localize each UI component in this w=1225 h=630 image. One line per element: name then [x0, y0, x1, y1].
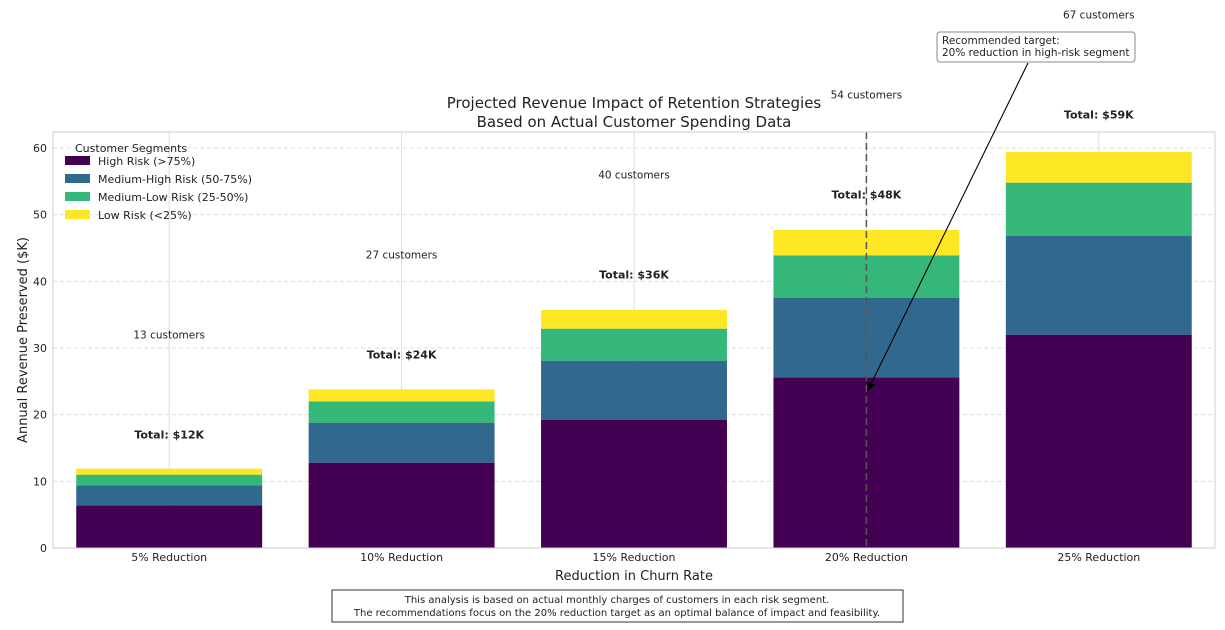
bar-segment	[308, 389, 495, 402]
bar-segment	[308, 462, 495, 548]
footnote-box	[331, 589, 904, 623]
customer-count-label: 54 customers	[831, 90, 903, 102]
y-tick-label: 60	[33, 142, 47, 155]
x-tick-label: 5% Reduction	[131, 551, 207, 564]
bar-segment	[308, 422, 495, 463]
bar-segment	[76, 468, 263, 475]
y-tick-labels: 0 10 20 30 40 50 60	[33, 142, 47, 555]
x-tick-label: 25% Reduction	[1057, 551, 1140, 564]
legend-label: Low Risk (<25%)	[98, 209, 192, 222]
bar-segment	[76, 485, 263, 506]
customer-count-label: 27 customers	[366, 250, 438, 262]
annotation-line-2: 20% reduction in high-risk segment	[942, 47, 1130, 59]
customer-count-label: 13 customers	[133, 330, 205, 342]
total-label: Total: $59K	[1064, 109, 1134, 122]
y-tick-label: 10	[33, 475, 47, 488]
total-label: Total: $48K	[832, 189, 902, 202]
bar-segment	[1005, 182, 1192, 236]
x-tick-label: 15% Reduction	[593, 551, 676, 564]
legend-title: Customer Segments	[75, 142, 187, 155]
footnote-line-1: This analysis is based on actual monthly…	[404, 595, 830, 606]
bar-segment	[1005, 236, 1192, 335]
legend-label: High Risk (>75%)	[98, 155, 195, 168]
plot-frame	[52, 131, 1216, 549]
bar-segment	[76, 505, 263, 548]
footnote: This analysis is based on actual monthly…	[331, 589, 904, 623]
chart-title: Projected Revenue Impact of Retention St…	[447, 94, 822, 112]
legend-swatch	[65, 210, 90, 219]
y-tick-label: 0	[40, 542, 47, 555]
legend-swatch	[65, 174, 90, 183]
total-label: Total: $12K	[134, 429, 204, 442]
annotation-arrow	[866, 62, 1029, 392]
total-label: Total: $36K	[599, 269, 669, 282]
legend-label: Medium-Low Risk (25-50%)	[98, 191, 248, 204]
bar-segment	[541, 310, 727, 329]
legend-swatch	[65, 192, 90, 201]
footnote-line-2: The recommendations focus on the 20% red…	[353, 608, 880, 619]
y-axis-label: Annual Revenue Preserved ($K)	[16, 237, 31, 443]
bar-segment	[1005, 334, 1192, 548]
bars	[76, 132, 1192, 548]
bar-annotations: Total: $12K Total: $24K Total: $36K Total: …	[133, 10, 1134, 442]
bar-segment	[1005, 152, 1192, 183]
y-tick-label: 30	[33, 342, 47, 355]
recommendation-annotation: Recommended target: 20% reduction in hig…	[866, 31, 1136, 392]
x-tick-label: 10% Reduction	[360, 551, 443, 564]
y-tick-label: 20	[33, 409, 47, 422]
x-axis-label: Reduction in Churn Rate	[555, 569, 713, 584]
legend-swatch	[65, 156, 90, 165]
y-tick-label: 40	[33, 275, 47, 288]
x-tick-labels: 5% Reduction 10% Reduction 15% Reduction 20…	[131, 551, 1140, 564]
bar-segment	[541, 328, 727, 361]
annotation-line-1: Recommended target:	[942, 35, 1060, 47]
x-tick-label: 20% Reduction	[825, 551, 908, 564]
annotation-box	[936, 31, 1136, 63]
bar-segment	[541, 360, 727, 420]
legend-label: Medium-High Risk (50-75%)	[98, 173, 252, 186]
bar-segment	[541, 420, 727, 548]
customer-count-label: 40 customers	[598, 170, 670, 182]
legend: Customer Segments High Risk (>75%) Medium…	[65, 142, 252, 222]
total-label: Total: $24K	[367, 349, 437, 362]
bar-segment	[308, 401, 495, 423]
bar-segment	[76, 474, 263, 486]
customer-count-label: 67 customers	[1063, 10, 1135, 22]
y-tick-label: 50	[33, 209, 47, 222]
chart-subtitle: Based on Actual Customer Spending Data	[477, 113, 792, 131]
